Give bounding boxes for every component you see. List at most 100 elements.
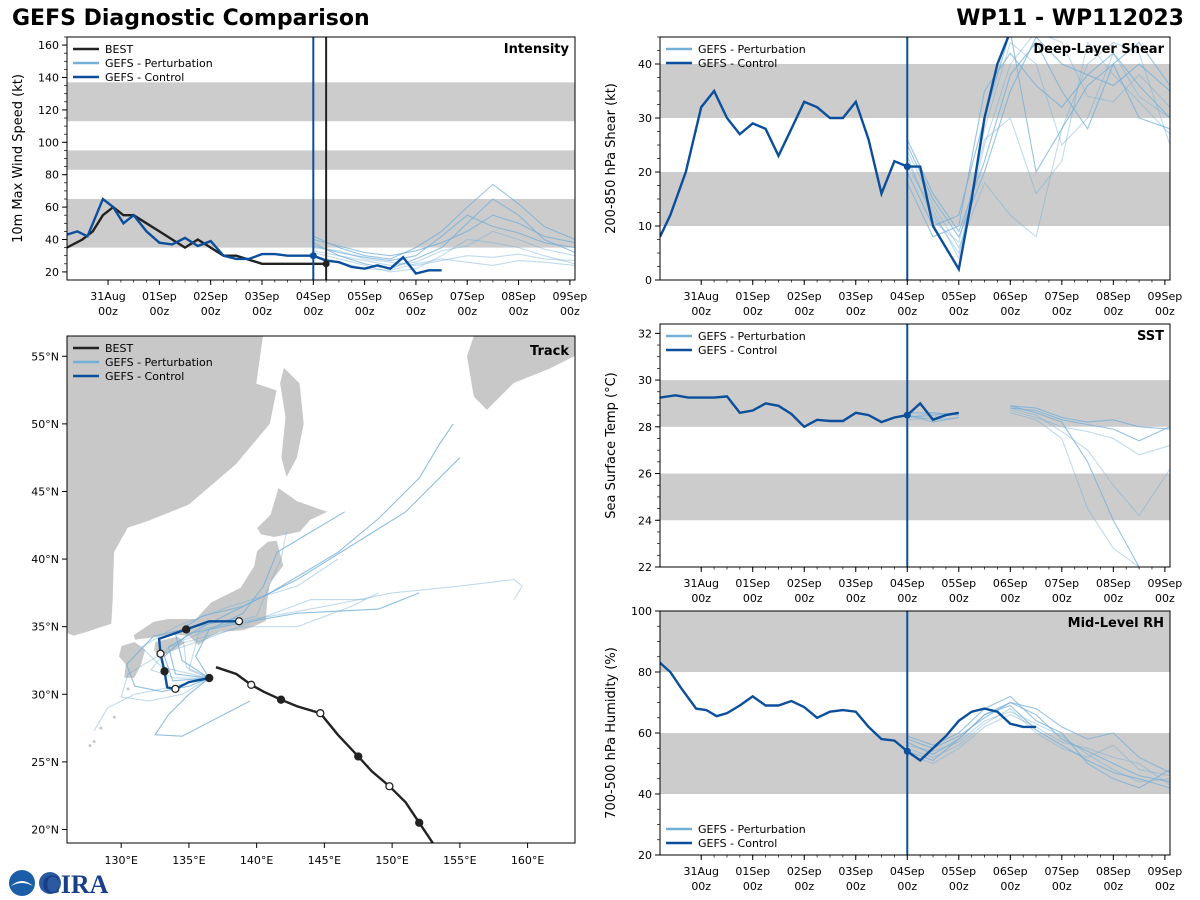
shear-xtick-label: 00z — [691, 305, 711, 318]
cira-logo: CIRA — [9, 870, 109, 898]
ryukyu-island-land — [88, 744, 92, 748]
shear-xtick-label: 00z — [794, 305, 814, 318]
sst-xtick-label: 08Sep — [1096, 577, 1131, 590]
sst-xtick-label: 00z — [743, 592, 763, 605]
track-xtick-label: 130°E — [104, 854, 137, 867]
rh-ytick-label: 60 — [638, 727, 652, 740]
intensity-best-end-marker — [322, 260, 330, 268]
rh-perturbation-line — [907, 711, 1170, 783]
shear-ytick-label: 30 — [638, 112, 652, 125]
track-perturbation-line — [188, 578, 523, 679]
shear-perturbation-line — [906, 41, 1170, 261]
sst-chart: 22 24 26 28 30 32 31Aug 00z 01Sep 00z 02Sep 00z 03Se… — [604, 323, 1182, 605]
track-perturbation-line — [163, 592, 420, 682]
sst-ytick-label: 24 — [638, 514, 652, 527]
intensity-perturbation-line — [313, 214, 575, 257]
intensity-best-line — [67, 205, 327, 265]
intensity-band-0 — [67, 199, 575, 248]
intensity-xtick-label: 06Sep — [399, 290, 434, 303]
sst-ytick-label: 32 — [638, 327, 652, 340]
track-control-marker — [171, 684, 180, 694]
shear-xtick-label: 09Sep — [1147, 290, 1182, 303]
rh-legend-label: GEFS - Perturbation — [698, 823, 806, 836]
shear-xtick-label: 05Sep — [941, 290, 976, 303]
track-legend-label: GEFS - Control — [105, 370, 184, 383]
sst-xtick-label: 00z — [846, 592, 866, 605]
shear-control-line — [660, 37, 1010, 273]
track-xtick-label: 140°E — [240, 854, 273, 867]
track-best-line — [215, 666, 434, 843]
intensity-control-line — [67, 197, 442, 275]
track-xtick-label: 145°E — [308, 854, 341, 867]
rh-perturbation-line — [907, 695, 1170, 789]
intensity-chart: 20 40 60 80 100 120 140 160 31Aug 00z 01Sep 00z 02Se… — [11, 36, 588, 318]
intensity-ytick-label: 40 — [45, 234, 59, 247]
intensity-perturbation-line — [313, 238, 575, 273]
ryukyu-island-land — [99, 726, 103, 730]
shear-perturbation-line — [906, 37, 1170, 238]
shear-ytick-label: 10 — [638, 220, 652, 233]
intensity-xtick-label: 03Sep — [245, 290, 280, 303]
rh-xtick-label: 00z — [949, 880, 969, 893]
shear-xtick-label: 00z — [1052, 305, 1072, 318]
track-perturbation-line — [120, 599, 365, 702]
shear-xtick-label: 03Sep — [838, 290, 873, 303]
page-title: GEFS Diagnostic Comparison — [12, 6, 370, 31]
ryukyu-island-land — [92, 740, 96, 744]
intensity-band-1 — [67, 150, 575, 170]
mainland-asia-land — [67, 336, 278, 637]
rh-xtick-label: 00z — [743, 880, 763, 893]
shear-xtick-label: 00z — [1103, 305, 1123, 318]
track-control-marker — [160, 667, 169, 676]
sst-xtick-label: 00z — [1155, 592, 1175, 605]
sst-series-group — [660, 394, 1170, 567]
sst-xtick-label: 00z — [1052, 592, 1072, 605]
shear-control-init-marker — [903, 163, 911, 171]
rh-xtick-label: 00z — [794, 880, 814, 893]
intensity-legend-label: GEFS - Perturbation — [105, 57, 213, 70]
rh-xtick-label: 06Sep — [993, 865, 1028, 878]
rh-ytick-label: 80 — [638, 666, 652, 679]
rh-perturbation-line — [907, 701, 1170, 783]
sst-xtick-label: 00z — [949, 592, 969, 605]
track-legend-label: BEST — [105, 342, 133, 355]
intensity-ytick-label: 120 — [38, 104, 59, 117]
track-xtick-label: 150°E — [375, 854, 408, 867]
track-map: 130°E 135°E 140°E 145°E 150°E 155°E 160°E 20°N 2… — [31, 335, 576, 867]
rh-chart: 20 40 60 80 100 31Aug 00z 01Sep 00z 02Sep 00z 03Sep… — [604, 605, 1182, 893]
intensity-series-group — [67, 183, 575, 275]
shear-xtick-label: 00z — [743, 305, 763, 318]
shear-xtick-label: 00z — [846, 305, 866, 318]
shear-ylabel: 200-850 hPa Shear (kt) — [604, 83, 619, 234]
rh-perturbation-line — [907, 707, 1170, 777]
track-perturbation-line — [195, 511, 345, 679]
shear-chart: 0 10 20 30 40 31Aug 00z 01Sep 00z 02Sep 00z 03Sep 00… — [604, 36, 1182, 318]
intensity-xtick-label: 00z — [457, 305, 477, 318]
intensity-ytick-label: 60 — [45, 201, 59, 214]
intensity-legend-label: BEST — [105, 43, 133, 56]
rh-band-0 — [660, 733, 1170, 794]
intensity-ytick-label: 100 — [38, 136, 59, 149]
rh-xtick-label: 05Sep — [941, 865, 976, 878]
shear-xtick-label: 00z — [1155, 305, 1175, 318]
intensity-xtick-label: 00z — [201, 305, 221, 318]
sst-ytick-label: 28 — [638, 421, 652, 434]
sst-xtick-label: 00z — [1103, 592, 1123, 605]
rh-legend-label: GEFS - Control — [698, 837, 777, 850]
noaa-gull-icon — [11, 881, 33, 886]
rh-xtick-label: 09Sep — [1147, 865, 1182, 878]
track-best-marker — [316, 709, 325, 718]
honshu-island-land — [132, 539, 285, 647]
intensity-xtick-label: 05Sep — [347, 290, 382, 303]
shear-perturbation-line — [906, 41, 1170, 244]
rh-ylabel: 700-500 hPa Humidity (%) — [604, 647, 619, 819]
intensity-control-init-marker — [309, 252, 317, 260]
sst-xtick-label: 01Sep — [735, 577, 770, 590]
intensity-panel-title: Intensity — [504, 42, 570, 57]
intensity-xtick-label: 09Sep — [553, 290, 588, 303]
sst-band-1 — [660, 380, 1170, 427]
shear-perturbation-line — [906, 52, 1170, 238]
track-perturbation-line — [174, 457, 461, 679]
intensity-xtick-label: 00z — [509, 305, 529, 318]
storm-id-title: WP11 - WP112023 — [956, 6, 1184, 31]
